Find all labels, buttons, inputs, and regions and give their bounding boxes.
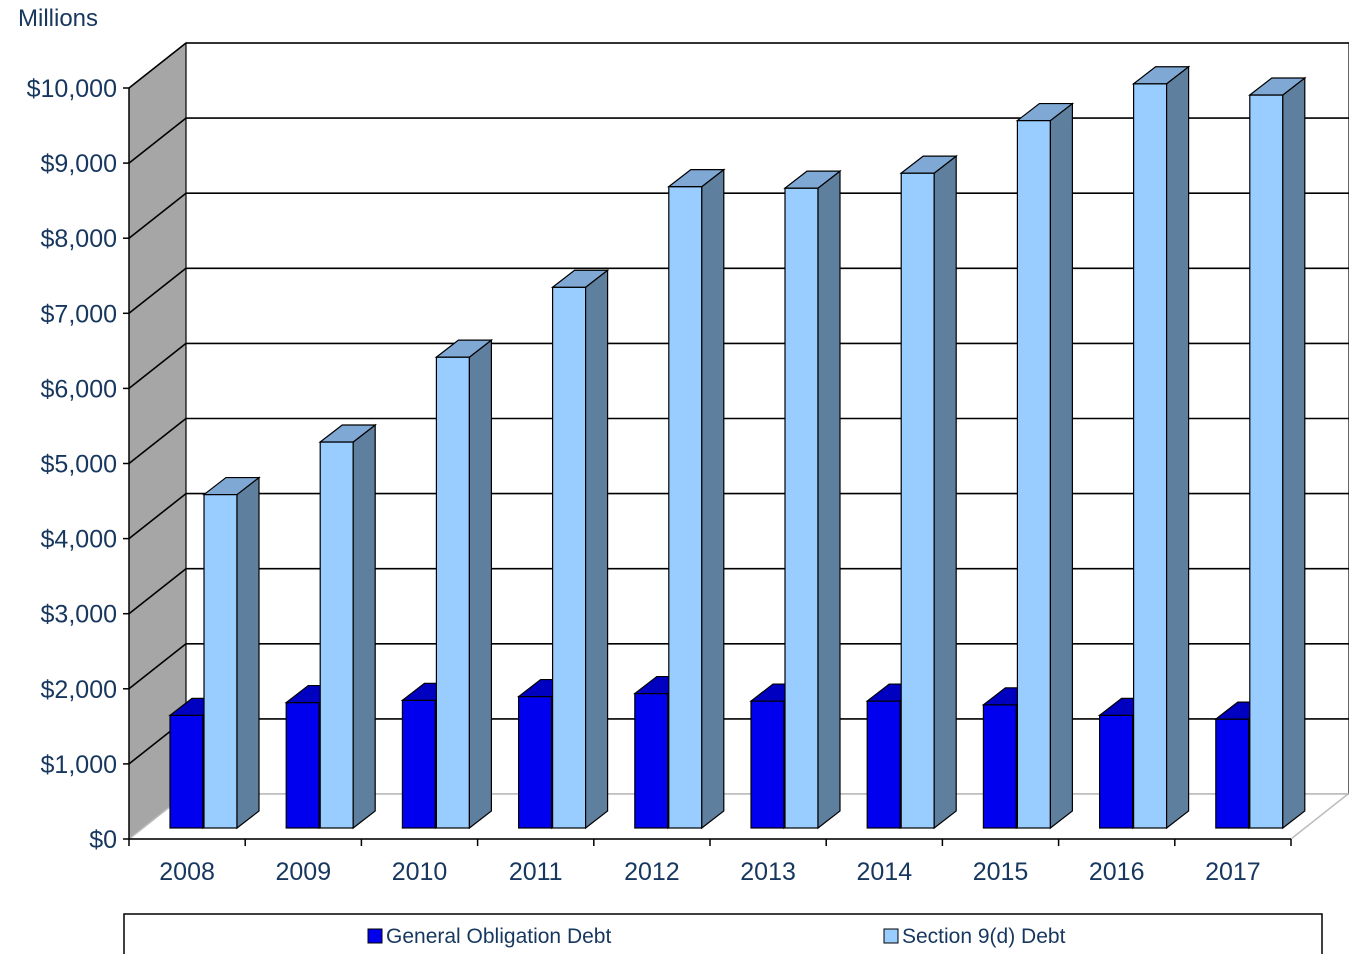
bars xyxy=(168,65,1307,830)
x-tick-label: 2012 xyxy=(624,858,680,886)
y-tick-label: $9,000 xyxy=(41,150,117,178)
x-tick-label: 2010 xyxy=(392,858,448,886)
bar-section-9d xyxy=(1016,119,1052,829)
bar-top-section-9d xyxy=(550,269,610,288)
y-tick-label: $0 xyxy=(89,826,117,854)
bar-top-section-9d xyxy=(899,155,958,174)
y-tick-label: $3,000 xyxy=(41,601,117,629)
x-tick-label: 2011 xyxy=(509,858,563,886)
bar-side-section-9d xyxy=(933,154,957,830)
bar-side-section-9d xyxy=(468,338,492,830)
bar-general-obligation xyxy=(1215,718,1250,829)
x-tick-label: 2008 xyxy=(159,858,215,886)
x-tick-label: 2016 xyxy=(1089,858,1145,886)
bar-section-9d xyxy=(784,187,819,829)
bar-general-obligation xyxy=(401,699,436,829)
legend-box xyxy=(123,913,1323,954)
bar-side-section-9d xyxy=(701,168,725,830)
bar-top-section-9d xyxy=(318,424,377,443)
y-tick-label: $4,000 xyxy=(41,526,117,554)
bar-section-9d xyxy=(668,186,703,829)
gridline-diagonal xyxy=(128,117,187,164)
bar-general-obligation xyxy=(285,701,320,829)
y-axis: $0 $1,000 $2,000 $3,000 $4,000 $5,000 $6,000 $7… xyxy=(27,75,130,854)
bar-top-section-9d xyxy=(667,169,726,188)
bar-section-9d xyxy=(319,441,354,829)
bar-general-obligation xyxy=(750,700,785,829)
bar-section-9d xyxy=(1132,83,1168,829)
bar-general-obligation xyxy=(1098,714,1134,829)
x-tick-label: 2017 xyxy=(1205,858,1261,886)
bar-section-9d xyxy=(551,286,587,829)
bar-section-9d xyxy=(203,493,238,829)
y-tick-label: $10,000 xyxy=(27,75,117,103)
y-tick-label: $2,000 xyxy=(41,676,117,704)
gridline-diagonal xyxy=(128,643,187,690)
bar-top-section-9d xyxy=(1015,102,1075,122)
x-tick-label: 2015 xyxy=(973,858,1029,886)
gridline-diagonal xyxy=(128,342,187,390)
bar-top-section-9d xyxy=(783,170,842,189)
gridline-diagonal xyxy=(128,568,187,615)
gridline-diagonal xyxy=(128,417,187,465)
bar-general-obligation xyxy=(866,700,901,829)
bar-general-obligation xyxy=(517,695,553,829)
y-tick-label: $7,000 xyxy=(41,300,117,328)
bar-side-section-9d xyxy=(1282,76,1306,830)
bar-section-9d xyxy=(900,172,935,829)
x-tick-label: 2013 xyxy=(740,858,796,886)
bar-side-section-9d xyxy=(817,169,841,830)
bar-side-section-9d xyxy=(1049,102,1074,830)
x-axis: 2008 2009 2010 2011 2012 2013 2014 2015 2016 2017 xyxy=(128,838,1292,886)
bar-general-obligation xyxy=(982,704,1018,829)
bar-section-9d xyxy=(1249,94,1284,829)
gridline-diagonal xyxy=(128,42,187,89)
bar-side-section-9d xyxy=(236,476,260,830)
bar-top-section-9d xyxy=(1248,77,1307,96)
x-tick-label: 2009 xyxy=(275,858,331,886)
bar-top-section-9d xyxy=(1131,66,1191,85)
bar-side-section-9d xyxy=(1165,65,1190,830)
gridline-diagonal xyxy=(128,192,187,239)
legend: General Obligation Debt Section 9(d) Deb… xyxy=(123,913,1323,954)
bar-general-obligation xyxy=(634,692,669,829)
bar-top-section-9d xyxy=(434,339,494,358)
legend-swatch-general-obligation xyxy=(367,928,383,944)
gridline-diagonal xyxy=(128,492,187,540)
legend-swatch-section-9d xyxy=(883,928,899,944)
legend-label-general-obligation: General Obligation Debt xyxy=(386,925,611,948)
unit-label: Millions xyxy=(18,5,98,32)
bar-general-obligation xyxy=(169,714,204,829)
x-tick-label: 2014 xyxy=(856,858,912,886)
legend-label-section-9d: Section 9(d) Debt xyxy=(902,925,1066,948)
y-tick-label: $6,000 xyxy=(41,375,117,403)
y-tick-label: $1,000 xyxy=(41,751,117,779)
bar-side-section-9d xyxy=(352,423,376,830)
y-tick-label: $5,000 xyxy=(41,451,117,479)
bar-section-9d xyxy=(435,356,470,829)
bar-top-section-9d xyxy=(202,476,261,496)
y-tick-label: $8,000 xyxy=(41,225,117,253)
gridline-diagonal xyxy=(128,267,187,314)
bar-side-section-9d xyxy=(584,269,609,830)
